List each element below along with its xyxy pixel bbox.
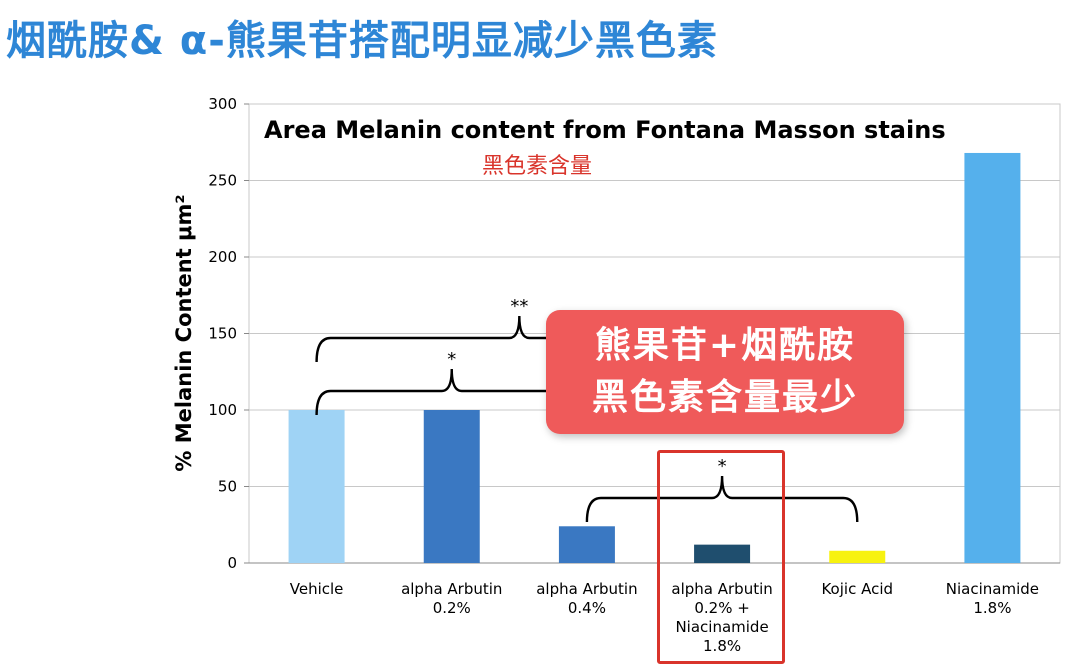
axis-layer: 0 50 100 150 200 250 300 (208, 95, 1060, 572)
category-label: alpha Arbutin 0.2% (401, 580, 502, 617)
category-label-line: Niacinamide (675, 618, 768, 636)
y-tick-label: 150 (208, 325, 237, 343)
chart-title: Area Melanin content from Fontana Masson… (264, 116, 946, 144)
category-label: Vehicle (290, 580, 344, 598)
category-label-line: alpha Arbutin (536, 580, 637, 598)
label-layer: Vehicle alpha Arbutin 0.2%alpha Arbutin 0.4… (290, 580, 1039, 655)
category-label-line: Niacinamide (946, 580, 1039, 598)
category-label-line: 0.4% (568, 599, 606, 617)
category-label: alpha Arbutin 0.4% (536, 580, 637, 617)
category-label-line: 1.8% (973, 599, 1011, 617)
category-label-line: 1.8% (703, 637, 741, 655)
bar (964, 152, 1021, 563)
category-label: Kojic Acid (821, 580, 893, 598)
category-label-line: 0.2% (433, 599, 471, 617)
category-label-line: alpha Arbutin (671, 580, 772, 598)
callout-line-2: 黑色素含量最少 (591, 377, 858, 418)
bar (558, 526, 615, 563)
significance-label: * (718, 456, 727, 477)
y-tick-label: 0 (227, 554, 237, 572)
page-title: 烟酰胺& α-熊果苷搭配明显减少黑色素 (6, 18, 718, 64)
highlight-box (657, 450, 785, 664)
callout-line-1: 熊果苷+烟酰胺 (594, 325, 856, 366)
category-label-line: alpha Arbutin (401, 580, 502, 598)
significance-bracket (585, 475, 859, 523)
y-tick-label: 250 (208, 172, 237, 190)
bar (829, 550, 886, 563)
y-tick-label: 300 (208, 95, 237, 113)
category-label: alpha Arbutin 0.2% + Niacinamide 1.8% (671, 580, 772, 655)
bar (694, 544, 751, 563)
category-label-line: 0.2% + (694, 599, 749, 617)
significance-label: * (447, 349, 456, 370)
category-label-line: Vehicle (290, 580, 344, 598)
bar (288, 410, 345, 563)
significance-label: ** (510, 296, 528, 317)
category-label: Niacinamide 1.8% (946, 580, 1039, 617)
y-axis-label: % Melanin Content μm² (172, 194, 196, 471)
y-tick-label: 50 (218, 478, 237, 496)
chart-subtitle: 黑色素含量 (482, 154, 592, 179)
callout-box: 熊果苷+烟酰胺 黑色素含量最少 (546, 310, 904, 434)
y-tick-label: 200 (208, 248, 237, 266)
category-label-line: Kojic Acid (821, 580, 893, 598)
bar (423, 410, 480, 563)
bar-layer (288, 152, 1021, 563)
y-tick-label: 100 (208, 401, 237, 419)
